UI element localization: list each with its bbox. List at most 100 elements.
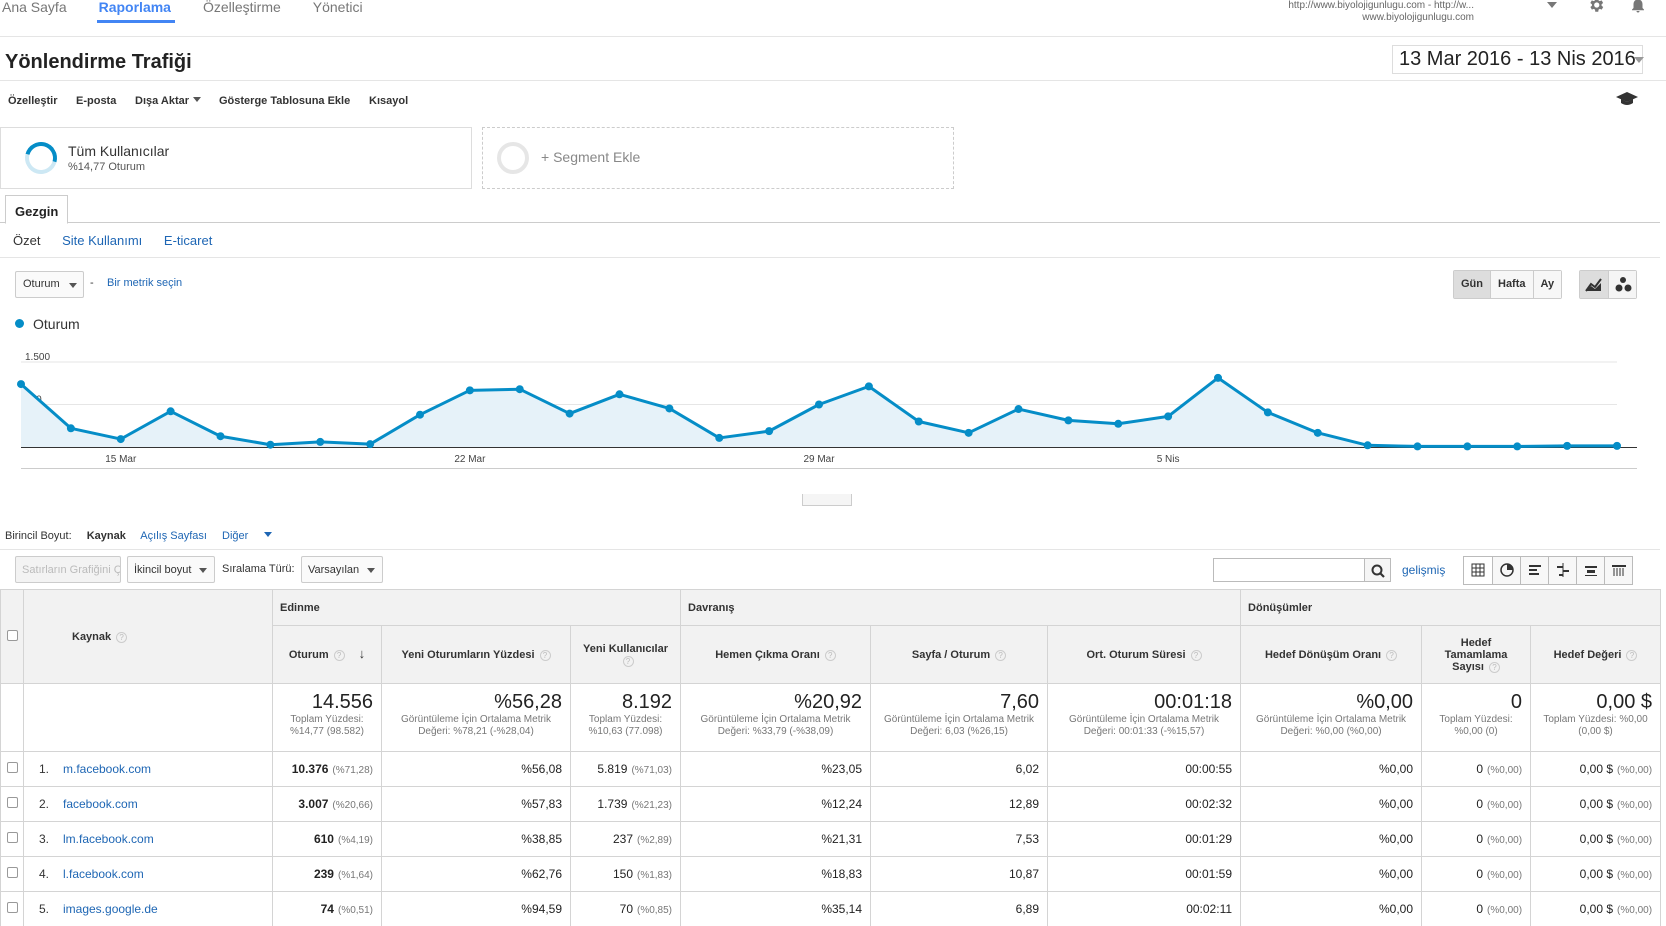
- help-icon[interactable]: ?: [1190, 649, 1202, 661]
- line-chart-button[interactable]: [1580, 271, 1608, 298]
- chart-resize-handle[interactable]: [802, 494, 852, 506]
- notifications-bell-icon[interactable]: [1629, 0, 1647, 14]
- tab-explorer[interactable]: Gezgin: [5, 195, 69, 224]
- help-icon[interactable]: ?: [1488, 661, 1500, 673]
- percentage-view-button[interactable]: [1492, 557, 1520, 584]
- add-to-dashboard-button[interactable]: Gösterge Tablosuna Ekle: [219, 95, 351, 107]
- segment-all-users[interactable]: Tüm Kullanıcılar %14,77 Oturum: [0, 127, 472, 189]
- total-sessions: 14.556 Toplam Yüzdesi: %14,77 (98.582): [272, 683, 382, 752]
- row-checkbox[interactable]: [6, 867, 18, 878]
- chart-type-toggle: [1579, 270, 1637, 299]
- table-search-input[interactable]: [1213, 558, 1365, 582]
- source-header-label: Kaynak: [72, 630, 112, 643]
- date-range-picker[interactable]: 13 Mar 2016 - 13 Nis 2016: [1392, 45, 1643, 74]
- granularity-day-button[interactable]: Gün: [1454, 271, 1490, 298]
- row-checkbox[interactable]: [6, 902, 18, 913]
- x-tick-label: 29 Mar: [803, 454, 835, 465]
- sort-type-dropdown[interactable]: Varsayılan: [301, 556, 383, 583]
- row-index: 4.: [39, 867, 50, 881]
- source-link[interactable]: l.facebook.com: [63, 867, 144, 881]
- col-goal-conversion-rate[interactable]: Hedef Dönüşüm Oranı?: [1240, 625, 1423, 684]
- goal-value-cell: 0,00 $ (%0,00): [1530, 786, 1662, 822]
- row-checkbox[interactable]: [6, 797, 18, 808]
- help-icon[interactable]: ?: [824, 649, 836, 661]
- col-goal-value[interactable]: Hedef Değeri?: [1530, 625, 1662, 684]
- col-sessions[interactable]: Oturum? ↓: [272, 625, 382, 684]
- goal-completions-cell-value: 0: [1476, 902, 1484, 916]
- help-icon[interactable]: ?: [995, 649, 1007, 661]
- add-segment-button[interactable]: + Segment Ekle: [482, 127, 954, 189]
- chevron-down-icon[interactable]: [1547, 2, 1557, 8]
- nav-item-reporting[interactable]: Raporlama: [96, 0, 187, 36]
- customize-button[interactable]: Özelleştir: [8, 95, 58, 107]
- help-icon[interactable]: ?: [1386, 649, 1398, 661]
- comparison-view-button[interactable]: [1548, 557, 1576, 584]
- pages-per-session-cell-value: 6,89: [1015, 902, 1040, 916]
- granularity-week-button[interactable]: Hafta: [1490, 271, 1533, 298]
- select-metric-link[interactable]: Bir metrik seçin: [107, 277, 183, 289]
- chevron-down-icon[interactable]: [1634, 57, 1644, 63]
- granularity-month-button[interactable]: Ay: [1532, 271, 1562, 298]
- col-pages-per-session[interactable]: Sayfa / Oturum?: [870, 625, 1049, 684]
- advanced-filter-link[interactable]: gelişmiş: [1402, 563, 1446, 577]
- source-link[interactable]: lm.facebook.com: [63, 832, 154, 846]
- export-button[interactable]: Dışa Aktar: [135, 95, 202, 107]
- settings-gear-icon[interactable]: [1587, 0, 1605, 14]
- subtab-site-usage[interactable]: Site Kullanımı: [62, 233, 143, 248]
- select-all-checkbox[interactable]: [6, 629, 18, 641]
- row-checkbox[interactable]: [6, 832, 18, 843]
- data-point: [1214, 373, 1222, 382]
- data-view-button[interactable]: [1464, 557, 1492, 584]
- subtab-summary[interactable]: Özet: [13, 233, 41, 248]
- data-point: [964, 428, 973, 437]
- pivot-view-button[interactable]: [1604, 557, 1632, 584]
- nav-item-home[interactable]: Ana Sayfa: [2, 0, 67, 15]
- col-new-sessions-pct[interactable]: Yeni Oturumların Yüzdesi?: [381, 625, 571, 684]
- search-button[interactable]: [1365, 558, 1391, 582]
- group-behavior: Davranış: [680, 589, 1242, 626]
- source-link[interactable]: images.google.de: [63, 902, 158, 916]
- subtab-ecommerce[interactable]: E-ticaret: [163, 233, 213, 248]
- col-avg-session-duration[interactable]: Ort. Oturum Süresi?: [1047, 625, 1242, 684]
- secondary-dimension-dropdown[interactable]: İkincil boyut: [127, 556, 215, 583]
- help-icon[interactable]: ?: [333, 650, 345, 661]
- dimension-landing-page[interactable]: Açılış Sayfası: [140, 530, 207, 542]
- graduation-cap-icon[interactable]: [1616, 92, 1638, 106]
- account-selector[interactable]: http://www.biyolojigunlugu.com - http://…: [1288, 0, 1474, 24]
- dimension-other[interactable]: Diğer: [222, 530, 284, 542]
- help-icon[interactable]: ?: [116, 631, 128, 643]
- sort-descending-icon[interactable]: ↓: [358, 646, 366, 661]
- bounce-rate-cell-value: %18,83: [821, 867, 863, 881]
- chevron-down-icon: [264, 532, 273, 537]
- nav-item-admin[interactable]: Yönetici: [312, 0, 363, 15]
- goal-completions-cell-percent: (%0,00): [1487, 835, 1523, 846]
- segment-ring-icon: [497, 142, 529, 174]
- col-bounce-rate[interactable]: Hemen Çıkma Oranı?: [680, 625, 872, 684]
- total-caption: Toplam Yüzdesi: %0,00 (0,00 $): [1543, 714, 1648, 737]
- email-button[interactable]: E-posta: [76, 95, 117, 107]
- metric-dropdown[interactable]: Oturum: [15, 271, 84, 298]
- help-icon[interactable]: ?: [622, 655, 634, 667]
- dimension-source[interactable]: Kaynak: [86, 530, 126, 542]
- source-link[interactable]: facebook.com: [63, 797, 138, 811]
- motion-chart-button[interactable]: [1608, 271, 1636, 298]
- bounce-rate-cell: %35,14: [680, 891, 872, 926]
- col-new-users[interactable]: Yeni Kullanıcılar?: [569, 625, 682, 684]
- sessions-cell-percent: (%20,66): [332, 800, 373, 811]
- source-header[interactable]: Kaynak?: [23, 589, 273, 684]
- col-goal-completions[interactable]: Hedef Tamamlama Sayısı?: [1421, 625, 1532, 684]
- performance-view-button[interactable]: [1520, 557, 1548, 584]
- shortcut-button[interactable]: Kısayol: [369, 95, 409, 107]
- help-icon[interactable]: ?: [1626, 649, 1638, 661]
- source-link[interactable]: m.facebook.com: [63, 762, 152, 776]
- row-checkbox[interactable]: [6, 762, 18, 773]
- data-point: [366, 440, 375, 449]
- nav-item-customization[interactable]: Özelleştirme: [202, 0, 281, 15]
- plot-rows-button[interactable]: Satırların Grafiğini Çiz: [15, 556, 121, 583]
- term-cloud-view-button[interactable]: [1576, 557, 1604, 584]
- total-value: 8.192: [621, 691, 673, 713]
- help-icon[interactable]: ?: [539, 649, 551, 661]
- avg-duration-cell: 00:02:32: [1047, 786, 1242, 822]
- avg-duration-cell-value: 00:02:32: [1185, 797, 1233, 811]
